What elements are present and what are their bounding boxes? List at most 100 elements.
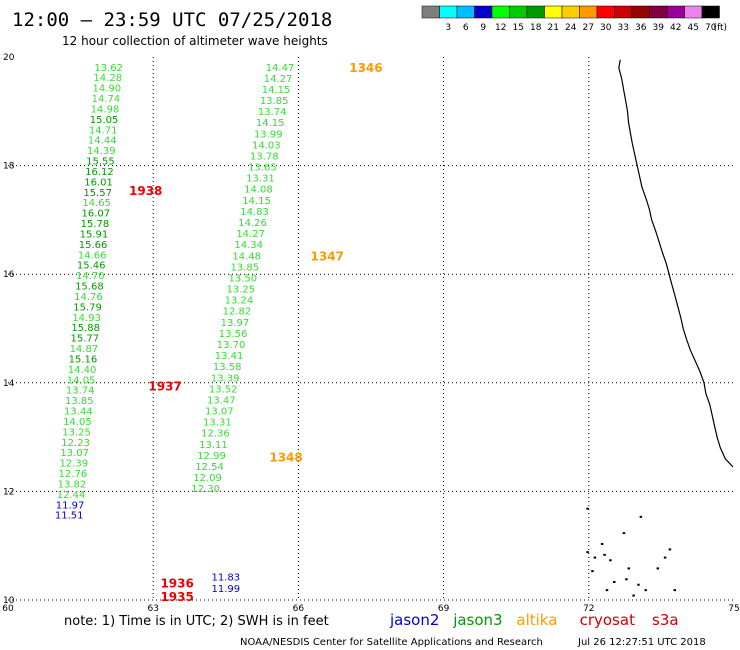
island-mark [609,559,612,562]
wave-height-value: 15.05 [90,115,119,126]
wave-height-value: 14.48 [232,251,261,262]
wave-height-value: 15.77 [70,334,99,345]
wave-height-value: 14.15 [262,85,291,96]
coastline [586,59,734,597]
island-mark [622,532,626,535]
wave-height-value: 13.74 [66,386,95,397]
wave-height-value: 15.88 [71,323,100,334]
wave-height-value: 15.66 [79,240,108,251]
wave-height-value: 12.30 [191,484,220,495]
x-tick-label: 60 [2,604,14,614]
legend-label: 3 [445,23,451,33]
wave-height-value: 14.98 [91,104,120,115]
wave-height-value: 14.15 [242,196,271,207]
legend-swatch [544,5,563,19]
wave-height-value: 13.65 [248,163,277,174]
wave-height-value: 13.44 [64,407,93,418]
wave-height-value: 15.55 [86,157,115,168]
legend-swatch [491,5,510,19]
wave-height-value: 14.05 [63,417,92,428]
wave-height-value: 12.39 [59,459,88,470]
y-tick-label: 16 [3,270,15,280]
legend-swatch [666,5,685,19]
wave-height-value: 15.46 [77,261,106,272]
legend-swatch [439,5,458,19]
wave-height-value: 15.57 [83,188,112,199]
pass-number-label: 1938 [129,184,162,198]
wave-height-value: 13.39 [211,373,240,384]
legend-swatch [526,5,545,19]
wave-height-value: 16.12 [85,167,114,178]
pass-number-label: 1935 [160,590,193,604]
wave-height-value: 16.01 [84,177,113,188]
legend-label: 9 [480,23,486,33]
legend-swatch [456,5,475,19]
wave-height-value: 14.90 [93,84,122,95]
wave-height-value: 12.99 [197,451,226,462]
wave-height-value: 13.24 [225,296,254,307]
legend-label: 24 [565,23,577,33]
island-mark [663,556,667,559]
wave-height-value: 13.41 [215,351,244,362]
island-mark [605,589,609,592]
legend-label: 12 [495,23,506,33]
legend-label: 45 [688,23,699,33]
x-tick-label: 72 [583,604,594,614]
island-mark [586,551,589,554]
legend-label: 36 [635,23,647,33]
wave-height-value: 14.27 [236,229,265,240]
pass-number-label: 1936 [160,577,193,591]
island-mark [586,507,589,510]
legend-label: 15 [513,23,524,33]
legend-swatch [596,5,615,19]
wave-height-tracks: 13.6214.2814.9014.7414.9815.0514.7114.44… [55,63,294,595]
wave-height-value: 13.11 [199,440,228,451]
legend-label: 39 [653,23,665,33]
wave-height-value: 14.83 [240,207,269,218]
wave-height-value: 13.07 [60,448,89,459]
satellite-name: jason3 [452,611,502,629]
y-tick-label: 20 [3,53,15,63]
wave-height-value: 14.05 [67,375,96,386]
satellite-legend: jason2 jason3 altika cryosat s3a [389,611,679,629]
island-mark [593,556,597,559]
pass-number-label: 1348 [269,451,302,465]
island-mark [668,548,672,551]
wave-height-value: 15.68 [75,282,104,293]
footer-credit: NOAA/NESDIS Center for Satellite Applica… [240,637,543,648]
legend-swatch [701,5,720,19]
legend-swatch [509,5,528,19]
legend-swatch [614,5,633,19]
wave-height-value: 14.93 [72,313,101,324]
wave-height-value: 11.51 [55,511,84,522]
island-mark [644,589,647,592]
legend-label: 33 [618,23,629,33]
wave-height-value: 14.71 [89,125,118,136]
footer-timestamp: Jul 26 12:27:51 UTC 2018 [577,637,706,648]
wave-height-value: 15.16 [69,354,98,365]
wave-height-value: 13.62 [94,63,123,74]
island-mark [639,515,643,518]
wave-height-value: 12.09 [193,473,222,484]
wave-height-value: 14.40 [68,365,97,376]
wave-height-value: 13.58 [213,362,242,373]
wave-height-value: 13.85 [230,262,259,273]
wave-height-value: 13.07 [205,407,234,418]
legend-label: 27 [583,23,594,33]
wave-height-value: 12.23 [61,438,90,449]
satellite-name: cryosat [580,611,635,629]
wave-height-value: 14.47 [266,63,295,74]
wave-height-value: 14.08 [244,185,273,196]
legend-unit: (ft) [714,23,728,33]
wave-height-value: 12.76 [59,469,88,480]
legend-swatch [474,5,493,19]
x-tick-label: 75 [728,604,739,614]
wave-height-value: 12.82 [223,307,252,318]
y-tick-label: 14 [3,379,15,389]
wave-height-value: 14.03 [252,140,281,151]
wave-height-value: 15.78 [81,219,110,230]
y-tick-label: 18 [3,162,15,172]
y-tick-label: 12 [3,487,14,497]
satellite-name: s3a [652,611,679,629]
wave-height-value: 13.85 [65,396,94,407]
